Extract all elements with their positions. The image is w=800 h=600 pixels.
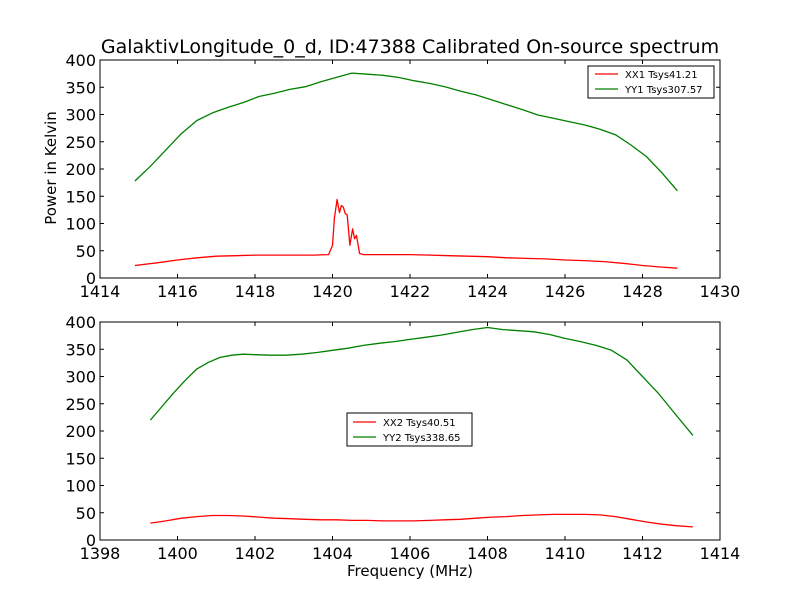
top-axes-frame <box>99 59 721 279</box>
x-axis-label: Frequency (MHz) <box>347 562 473 580</box>
legend-label-xx1: XX1 Tsys41.21 <box>625 70 698 81</box>
bottom-x-tick-label: 1408 <box>467 544 508 563</box>
bottom-legend: XX2 Tsys40.51 YY2 Tsys338.65 <box>346 412 473 447</box>
top-y-tick-label: 150 <box>65 187 96 206</box>
bottom-subplot: Frequency (MHz) 1398 1400 1402 1404 1406 1408… <box>65 313 740 580</box>
legend-label-yy1: YY1 Tsys307.57 <box>624 85 703 96</box>
top-plot-area: 1414 1416 1418 1420 1422 1424 1426 1428 1430 0 50 1… <box>65 51 740 301</box>
bottom-x-tick-label: 1414 <box>700 544 741 563</box>
top-series-line-0 <box>134 198 678 269</box>
top-y-tick-label: 300 <box>65 106 96 125</box>
legend-label-yy2: YY2 Tsys338.65 <box>382 433 461 444</box>
top-y-tick-label: 250 <box>65 133 96 152</box>
top-y-tick-label: 50 <box>76 242 96 261</box>
top-x-tick-label: 1426 <box>545 282 586 301</box>
bottom-x-tick-label: 1406 <box>390 544 431 563</box>
bottom-y-tick-label: 400 <box>65 313 96 332</box>
bottom-plot-area: 1398 1400 1402 1404 1406 1408 1410 1412 1414 0 50 1… <box>65 313 740 563</box>
bottom-y-tick-label: 50 <box>76 504 96 523</box>
bottom-y-tick-label: 350 <box>65 340 96 359</box>
top-x-tick-label: 1422 <box>390 282 431 301</box>
top-y-tick-label: 400 <box>65 51 96 70</box>
legend-label-xx2: XX2 Tsys40.51 <box>383 418 456 429</box>
chart-title: GalaktivLongitude_0_d, ID:47388 Calibrat… <box>101 36 719 58</box>
top-subplot: GalaktivLongitude_0_d, ID:47388 Calibrat… <box>42 36 740 301</box>
top-x-tick-label: 1418 <box>235 282 276 301</box>
bottom-x-tick-label: 1400 <box>157 544 198 563</box>
bottom-y-tick-label: 100 <box>65 477 96 496</box>
bottom-y-tick-label: 250 <box>65 395 96 414</box>
top-x-tick-label: 1430 <box>700 282 741 301</box>
bottom-x-tick-label: 1404 <box>312 544 353 563</box>
bottom-series-line-0 <box>150 513 693 528</box>
top-y-tick-label: 0 <box>86 269 96 288</box>
top-x-tick-label: 1414 <box>80 282 121 301</box>
bottom-x-tick-label: 1402 <box>235 544 276 563</box>
bottom-y-tick-label: 300 <box>65 368 96 387</box>
bottom-legend-box <box>346 412 473 447</box>
bottom-y-tick-label: 150 <box>65 449 96 468</box>
bottom-x-tick-label: 1412 <box>622 544 663 563</box>
top-legend: XX1 Tsys41.21 YY1 Tsys307.57 <box>587 65 715 99</box>
bottom-axes-frame <box>99 321 721 541</box>
y-axis-label: Power in Kelvin <box>42 111 60 225</box>
top-legend-box <box>587 65 715 99</box>
top-y-tick-label: 350 <box>65 78 96 97</box>
top-x-tick-label: 1420 <box>312 282 353 301</box>
bottom-x-tick-label: 1398 <box>80 544 121 563</box>
bottom-y-tick-label: 200 <box>65 422 96 441</box>
top-x-tick-label: 1416 <box>157 282 198 301</box>
bottom-x-tick-label: 1410 <box>545 544 586 563</box>
top-y-tick-label: 100 <box>65 215 96 234</box>
bottom-y-tick-label: 0 <box>86 531 96 550</box>
top-x-tick-label: 1424 <box>467 282 508 301</box>
top-x-tick-label: 1428 <box>622 282 663 301</box>
top-series-line-1 <box>134 72 678 192</box>
bottom-series-line-1 <box>149 326 694 436</box>
top-y-tick-label: 200 <box>65 160 96 179</box>
